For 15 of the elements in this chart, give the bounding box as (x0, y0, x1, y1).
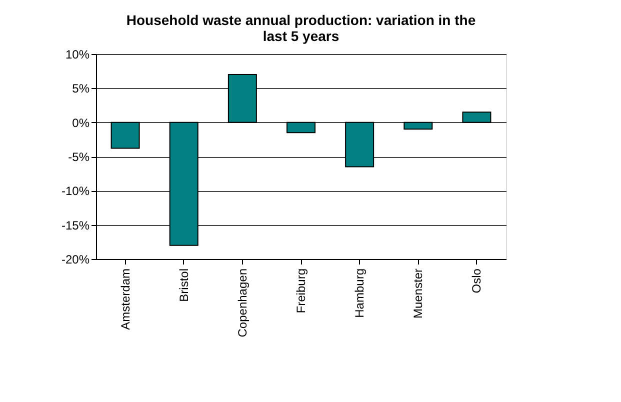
y-tick-label: -20% (61, 252, 90, 266)
x-tick-label: Oslo (470, 268, 484, 294)
x-tick-label: Copenhagen (235, 268, 250, 338)
y-tick-label: 10% (65, 48, 90, 62)
x-tick-label: Hamburg (352, 268, 367, 318)
y-tick-label: -10% (61, 184, 90, 198)
x-tick-label: Bristol (176, 268, 191, 302)
y-tick-label: 5% (72, 82, 90, 96)
chart-title: Household waste annual production: variation in the last 5 years (126, 12, 476, 44)
x-tick-label: Freiburg (294, 268, 308, 314)
y-tick-label: 0% (72, 116, 90, 130)
y-tick-label: -5% (68, 150, 90, 164)
x-tick-label: Muenster (411, 268, 426, 319)
x-tick-label: Amsterdam (118, 268, 132, 330)
y-tick-label: -15% (61, 218, 90, 232)
